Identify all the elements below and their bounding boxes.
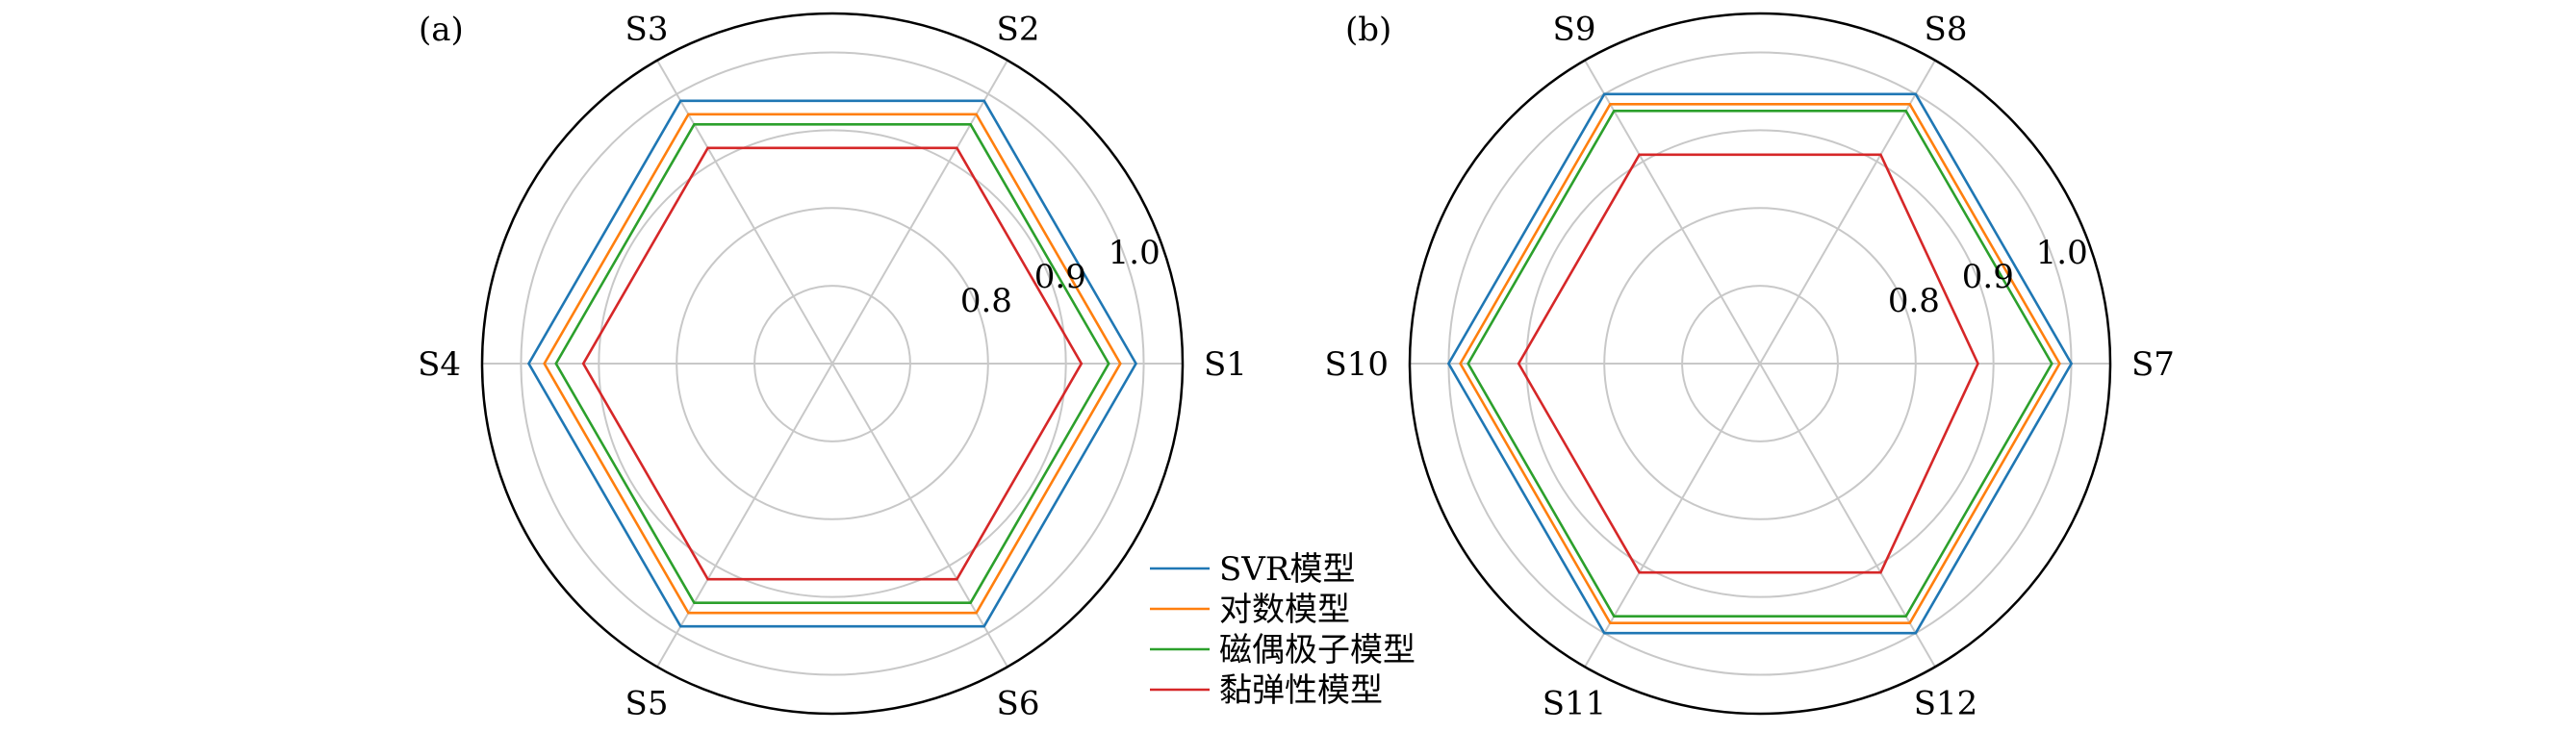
- legend-label: 对数模型: [1219, 591, 1350, 629]
- legend-label: SVR模型: [1219, 550, 1355, 589]
- spoke-line: [831, 60, 1008, 365]
- panel-label: (b): [1345, 11, 1391, 49]
- spoke-line: [831, 363, 1008, 668]
- series-line-2: [543, 113, 1122, 615]
- spoke-line: [656, 363, 833, 668]
- r-tick-label: 0.9: [1034, 258, 1086, 296]
- category-label: S11: [1543, 684, 1607, 722]
- r-tick-label: 0.8: [1888, 282, 1940, 320]
- series-line-4: [1517, 153, 1979, 574]
- radar-panel-b: 0.8 0.9 1.0 S7 S8 S9 S10 S11 S12 (b): [1324, 11, 2175, 723]
- r-tick-label: 0.9: [1962, 258, 2014, 296]
- outer-frame: [1408, 12, 2112, 716]
- category-label: S8: [1925, 11, 1968, 49]
- category-label: S5: [625, 684, 669, 722]
- series-line-4: [581, 146, 1084, 581]
- category-label: S7: [2131, 345, 2175, 384]
- category-label: S3: [625, 11, 669, 49]
- spoke-line: [656, 60, 833, 365]
- series-line-3: [1467, 110, 2053, 618]
- panel-label: (a): [419, 11, 464, 49]
- series-line-1: [526, 99, 1138, 628]
- category-label: S10: [1324, 345, 1389, 384]
- r-tick-label: 1.0: [2036, 234, 2088, 272]
- category-label: S4: [418, 345, 461, 384]
- radar-panel-a: 0.8 0.9 1.0 S1 S2 S3 S4 S5 S6 (a): [418, 11, 1247, 723]
- category-label: S2: [997, 11, 1040, 49]
- category-label: S12: [1914, 684, 1978, 722]
- legend-label: 黏弹性模型: [1219, 671, 1383, 710]
- r-tick-label: 0.8: [960, 282, 1012, 320]
- r-tick-label: 1.0: [1109, 234, 1160, 272]
- series-line-1: [1446, 92, 2074, 635]
- legend-label: 磁偶极子模型: [1219, 631, 1416, 669]
- outer-frame: [480, 12, 1185, 716]
- series-line-2: [1459, 103, 2061, 625]
- category-label: S6: [997, 684, 1040, 722]
- category-label: S9: [1553, 11, 1596, 49]
- category-label: S1: [1204, 345, 1247, 384]
- series-line-3: [554, 123, 1110, 605]
